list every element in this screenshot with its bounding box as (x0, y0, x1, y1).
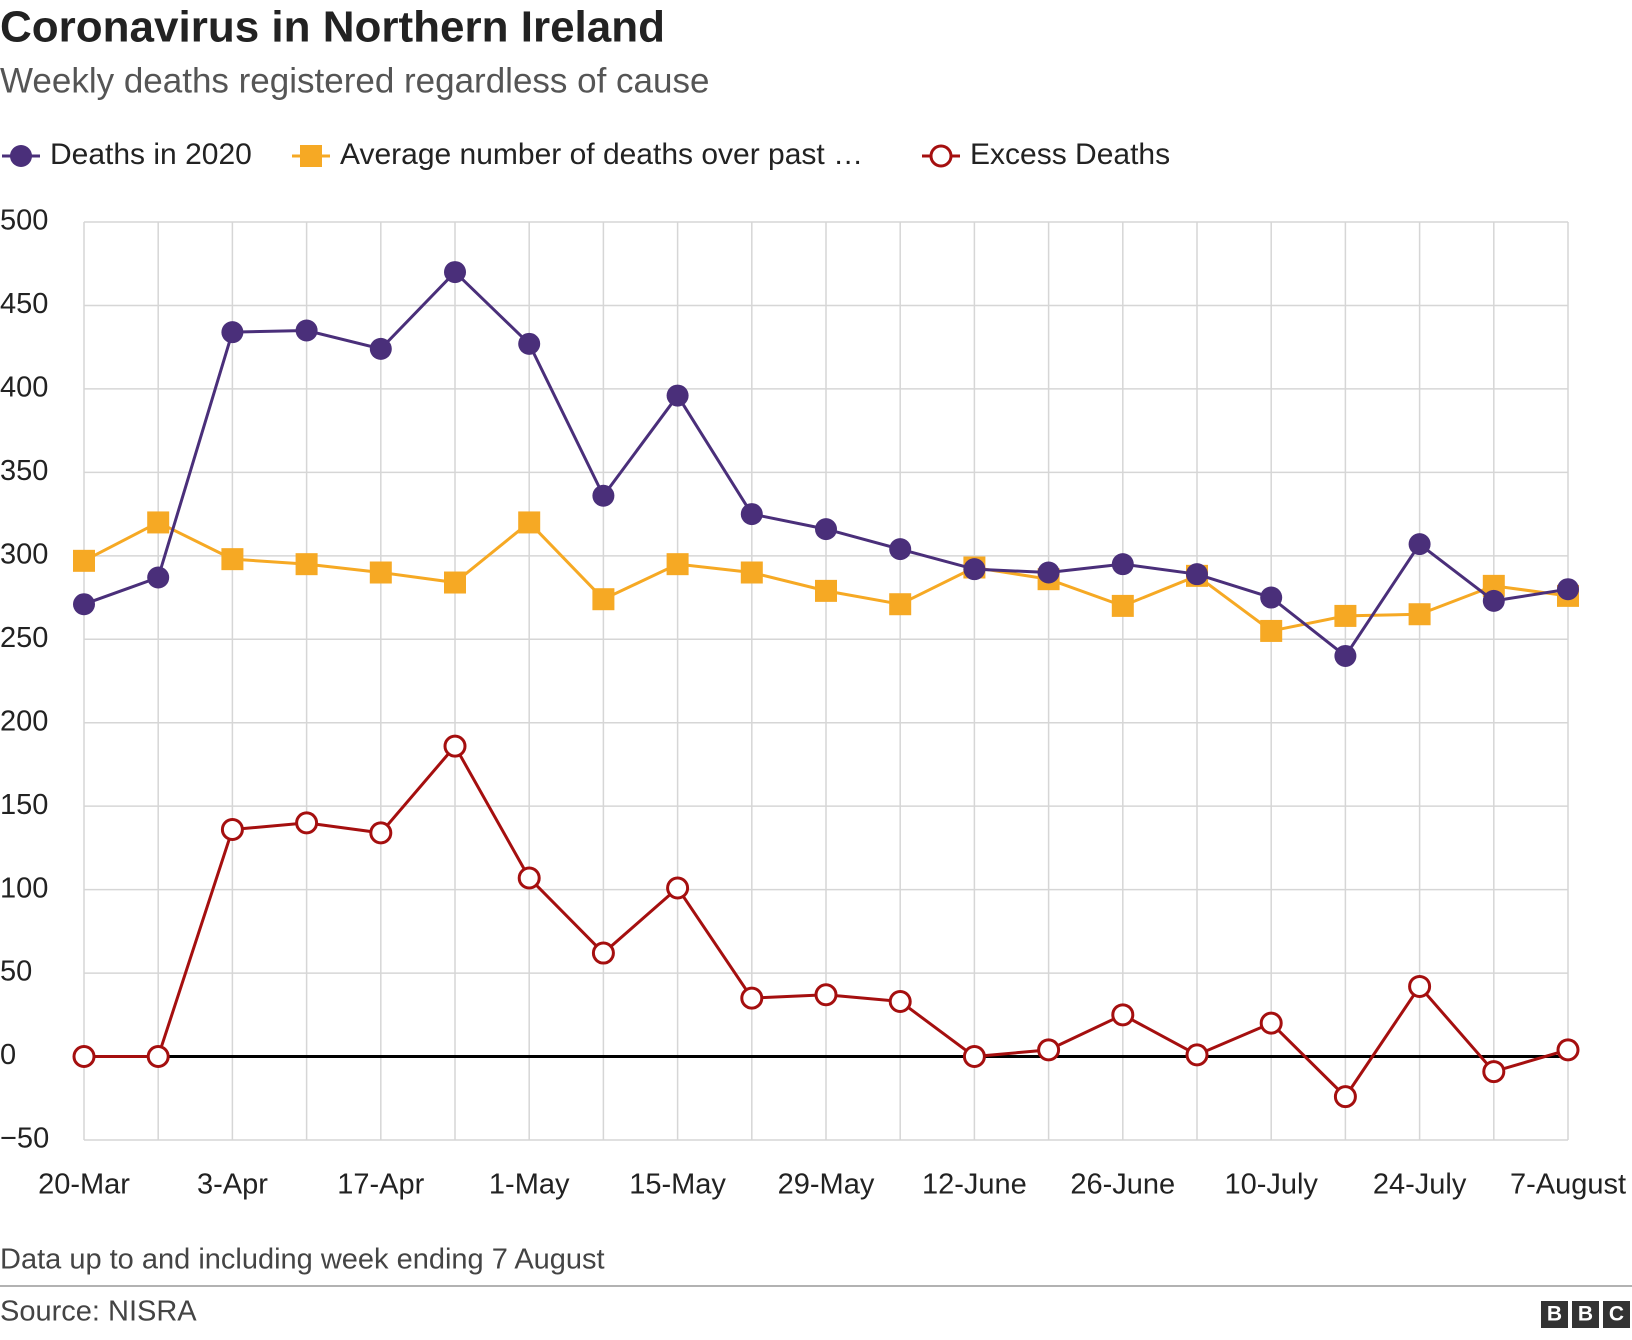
x-tick-label: 1-May (489, 1169, 570, 1201)
x-tick-label: 10-July (1224, 1169, 1318, 1201)
data-point (369, 821, 393, 845)
logo-letter: B (1547, 1303, 1562, 1326)
logo-letter: B (1578, 1303, 1593, 1326)
data-point (814, 983, 838, 1007)
y-tick-label: 50 (0, 956, 32, 988)
data-point (443, 734, 467, 758)
legend-label: Average number of deaths over past … (340, 138, 863, 171)
logo-box (1541, 1301, 1568, 1328)
legend-label: Deaths in 2020 (50, 138, 252, 171)
data-point (1408, 603, 1431, 626)
logo-letter: C (1609, 1303, 1624, 1326)
data-point (1186, 563, 1208, 586)
data-point (518, 511, 541, 534)
y-tick-label: 500 (0, 205, 48, 237)
y-tick-label: 350 (0, 455, 48, 487)
data-point (1334, 644, 1357, 667)
x-tick-label: 12-June (922, 1169, 1027, 1201)
data-point (221, 548, 244, 571)
y-tick-label: 100 (0, 872, 48, 904)
data-point (72, 1045, 96, 1069)
x-tick-label: 24-July (1373, 1169, 1467, 1201)
data-point (369, 561, 392, 584)
data-point (295, 319, 318, 342)
y-tick-label: 150 (0, 789, 48, 821)
data-point (666, 384, 689, 407)
chart-title: Coronavirus in Northern Ireland (0, 3, 665, 52)
legend-label: Excess Deaths (970, 138, 1170, 171)
data-point (444, 261, 466, 284)
data-point (963, 558, 986, 581)
data-point (591, 941, 615, 965)
data-point (147, 566, 170, 589)
data-point (592, 484, 615, 507)
data-point (962, 1045, 986, 1069)
data-point (1259, 1011, 1283, 1035)
y-tick-label: 250 (0, 622, 48, 654)
data-point (1037, 561, 1060, 584)
data-point (740, 503, 763, 526)
x-tick-label: 7-August (1510, 1169, 1626, 1201)
legend-marker (929, 144, 953, 168)
data-point (1334, 604, 1357, 627)
data-point (146, 1045, 170, 1069)
data-point (1408, 974, 1432, 998)
data-point (740, 561, 763, 584)
chart-subtitle: Weekly deaths registered regardless of c… (0, 61, 709, 100)
data-point (815, 579, 837, 602)
data-point (666, 553, 689, 576)
data-point (1482, 1060, 1506, 1084)
data-point (1111, 594, 1134, 617)
data-point (1111, 553, 1134, 576)
data-point (1111, 1003, 1135, 1027)
legend-marker (10, 145, 32, 167)
x-tick-label: 17-Apr (337, 1169, 424, 1201)
data-point (221, 321, 244, 344)
data-point (1260, 586, 1283, 609)
source: Source: NISRA (0, 1296, 197, 1328)
y-tick-label: −50 (0, 1123, 49, 1155)
y-tick-label: 300 (0, 538, 48, 570)
data-point (815, 518, 837, 541)
data-point (1408, 533, 1431, 556)
data-point (888, 989, 912, 1013)
y-tick-label: 400 (0, 372, 48, 404)
data-point (1260, 619, 1283, 642)
data-point (740, 986, 764, 1010)
x-tick-label: 29-May (778, 1169, 875, 1201)
data-point (444, 571, 466, 594)
data-point (518, 332, 541, 355)
logo-box (1572, 1301, 1599, 1328)
data-point (73, 549, 95, 572)
data-point (666, 876, 690, 900)
logo-box (1603, 1301, 1630, 1328)
x-tick-label: 3-Apr (197, 1169, 268, 1201)
data-point (73, 593, 95, 616)
data-point (889, 538, 912, 561)
data-point (220, 818, 244, 842)
y-tick-label: 0 (0, 1039, 16, 1071)
footnote: Data up to and including week ending 7 A… (0, 1244, 605, 1276)
x-tick-label: 15-May (629, 1169, 726, 1201)
data-point (1482, 589, 1505, 612)
data-point (369, 337, 392, 360)
x-tick-label: 20-Mar (38, 1169, 130, 1201)
data-point (147, 511, 170, 534)
legend-marker (300, 145, 322, 167)
data-point (889, 593, 912, 616)
x-tick-label: 26-June (1070, 1169, 1175, 1201)
data-point (295, 553, 318, 576)
y-tick-label: 200 (0, 705, 48, 737)
data-point (1333, 1085, 1357, 1109)
data-point (1556, 1038, 1580, 1062)
data-point (1185, 1043, 1209, 1067)
data-point (1557, 578, 1579, 601)
data-point (517, 866, 541, 890)
data-point (592, 588, 615, 611)
y-tick-label: 450 (0, 288, 48, 320)
data-point (1037, 1038, 1061, 1062)
data-point (295, 811, 319, 835)
